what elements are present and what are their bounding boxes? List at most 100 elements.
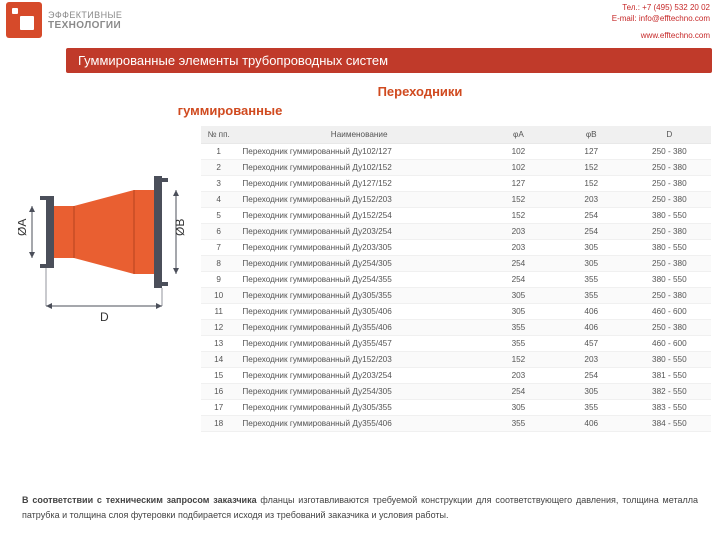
table-cell: 12 (201, 320, 236, 336)
table-cell: 15 (201, 368, 236, 384)
table-cell: Переходник гуммированный Ду305/406 (236, 304, 482, 320)
table-cell: 355 (555, 272, 628, 288)
table-cell: 254 (555, 224, 628, 240)
footnote-bold: В соответствии с техническим запросом за… (22, 495, 257, 505)
table-cell: 355 (555, 400, 628, 416)
table-row: 7Переходник гуммированный Ду203/30520330… (201, 240, 711, 256)
table-row: 15Переходник гуммированный Ду203/2542032… (201, 368, 711, 384)
table-cell: 102 (482, 160, 555, 176)
table-cell: 355 (555, 288, 628, 304)
table-cell: 11 (201, 304, 236, 320)
table-cell: Переходник гуммированный Ду203/254 (236, 368, 482, 384)
table-cell: 152 (482, 352, 555, 368)
table-row: 13Переходник гуммированный Ду355/4573554… (201, 336, 711, 352)
table-cell: 152 (555, 160, 628, 176)
table-cell: Переходник гуммированный Ду152/254 (236, 208, 482, 224)
table-col-0: № пп. (201, 126, 236, 144)
contact-block: Тел.: +7 (495) 532 20 02 E-mail: info@ef… (612, 2, 710, 42)
table-row: 1Переходник гуммированный Ду102/12710212… (201, 144, 711, 160)
table-cell: 18 (201, 416, 236, 432)
table-cell: 5 (201, 208, 236, 224)
table-col-4: D (628, 126, 711, 144)
table-cell: Переходник гуммированный Ду152/203 (236, 352, 482, 368)
table-cell: 460 - 600 (628, 336, 711, 352)
table-cell: 152 (482, 192, 555, 208)
table-row: 11Переходник гуммированный Ду305/4063054… (201, 304, 711, 320)
table-cell: 6 (201, 224, 236, 240)
table-row: 12Переходник гуммированный Ду355/4063554… (201, 320, 711, 336)
table-cell: 250 - 380 (628, 160, 711, 176)
table-cell: 305 (482, 288, 555, 304)
label-phiA: ØA (18, 219, 29, 236)
table-cell: 8 (201, 256, 236, 272)
table-column: № пп.НаименованиеφAφBD 1Переходник гумми… (201, 126, 711, 432)
table-cell: Переходник гуммированный Ду127/152 (236, 176, 482, 192)
table-row: 2Переходник гуммированный Ду102/15210215… (201, 160, 711, 176)
logo-text: ЭФФЕКТИВНЫЕ ТЕХНОЛОГИИ (48, 10, 122, 31)
table-cell: 3 (201, 176, 236, 192)
table-row: 10Переходник гуммированный Ду305/3553053… (201, 288, 711, 304)
table-cell: Переходник гуммированный Ду102/152 (236, 160, 482, 176)
spec-table: № пп.НаименованиеφAφBD 1Переходник гумми… (201, 126, 711, 432)
table-cell: 127 (482, 176, 555, 192)
table-cell: 14 (201, 352, 236, 368)
table-cell: 380 - 550 (628, 240, 711, 256)
table-cell: 254 (482, 272, 555, 288)
table-cell: 203 (555, 192, 628, 208)
table-cell: 250 - 380 (628, 192, 711, 208)
table-col-3: φB (555, 126, 628, 144)
page-header: ЭФФЕКТИВНЫЕ ТЕХНОЛОГИИ Тел.: +7 (495) 53… (0, 0, 720, 48)
table-cell: 10 (201, 288, 236, 304)
table-body: 1Переходник гуммированный Ду102/12710212… (201, 144, 711, 432)
table-cell: 203 (482, 240, 555, 256)
table-cell: 381 - 550 (628, 368, 711, 384)
table-cell: 355 (482, 416, 555, 432)
table-cell: Переходник гуммированный Ду355/406 (236, 320, 482, 336)
table-cell: 254 (555, 368, 628, 384)
table-cell: 384 - 550 (628, 416, 711, 432)
table-head: № пп.НаименованиеφAφBD (201, 126, 711, 144)
table-cell: Переходник гуммированный Ду152/203 (236, 192, 482, 208)
table-cell: 1 (201, 144, 236, 160)
table-cell: 250 - 380 (628, 320, 711, 336)
table-cell: 102 (482, 144, 555, 160)
label-D: D (100, 310, 109, 324)
table-cell: Переходник гуммированный Ду203/254 (236, 224, 482, 240)
table-cell: 250 - 380 (628, 256, 711, 272)
table-row: 3Переходник гуммированный Ду127/15212715… (201, 176, 711, 192)
content-row: ØA ØB D № пп.НаименованиеφAφBD 1Переходн… (0, 126, 720, 432)
table-cell: 305 (555, 384, 628, 400)
table-cell: 4 (201, 192, 236, 208)
table-cell: Переходник гуммированный Ду355/406 (236, 416, 482, 432)
table-row: 18Переходник гуммированный Ду355/4063554… (201, 416, 711, 432)
table-cell: 305 (555, 256, 628, 272)
contact-site: www.efftechno.com (612, 30, 710, 41)
table-cell: 254 (482, 384, 555, 400)
table-col-1: Наименование (236, 126, 482, 144)
table-cell: 380 - 550 (628, 272, 711, 288)
logo-icon (6, 2, 42, 38)
table-row: 6Переходник гуммированный Ду203/25420325… (201, 224, 711, 240)
table-cell: 2 (201, 160, 236, 176)
table-cell: 250 - 380 (628, 288, 711, 304)
subtitle-b: гуммированные (178, 103, 283, 118)
contact-phone: Тел.: +7 (495) 532 20 02 (612, 2, 710, 13)
reducer-diagram: ØA ØB D (18, 156, 193, 356)
table-cell: 380 - 550 (628, 208, 711, 224)
table-cell: 305 (555, 240, 628, 256)
table-cell: 250 - 380 (628, 176, 711, 192)
table-cell: 152 (482, 208, 555, 224)
table-cell: Переходник гуммированный Ду254/305 (236, 384, 482, 400)
footnote: В соответствии с техническим запросом за… (22, 493, 698, 522)
table-cell: 380 - 550 (628, 352, 711, 368)
label-phiB: ØB (173, 219, 187, 236)
table-cell: 305 (482, 400, 555, 416)
table-row: 14Переходник гуммированный Ду152/2031522… (201, 352, 711, 368)
table-cell: 457 (555, 336, 628, 352)
table-cell: 152 (555, 176, 628, 192)
table-cell: 254 (555, 208, 628, 224)
table-row: 16Переходник гуммированный Ду254/3052543… (201, 384, 711, 400)
table-col-2: φA (482, 126, 555, 144)
table-cell: 203 (482, 224, 555, 240)
table-cell: Переходник гуммированный Ду203/305 (236, 240, 482, 256)
